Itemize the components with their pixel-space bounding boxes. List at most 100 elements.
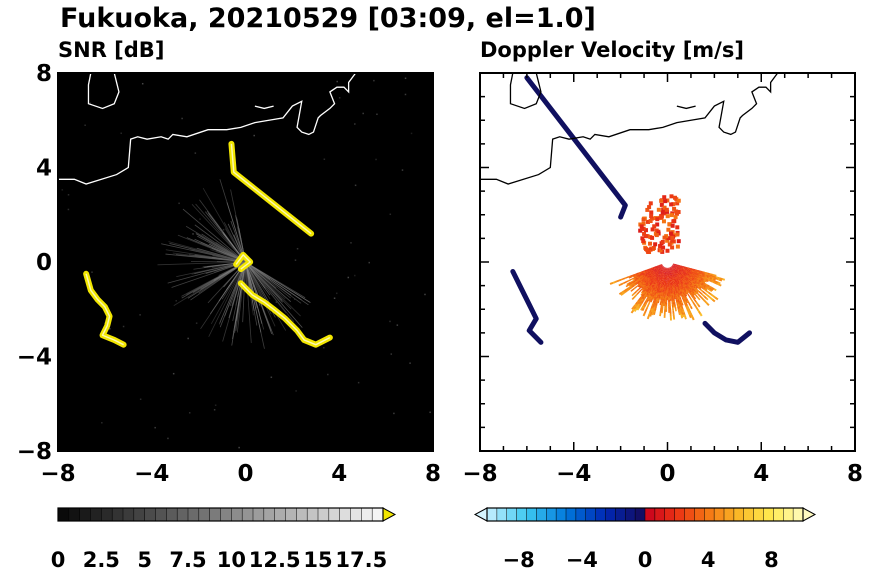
velocity-cell: [670, 238, 675, 243]
noise-speck: [84, 124, 86, 127]
noise-speck: [354, 184, 357, 187]
velocity-cell: [618, 291, 623, 295]
velocity-cell: [661, 310, 663, 314]
velocity-cell: [685, 300, 689, 304]
velocity-cell: [650, 227, 655, 232]
snr-panel: SNR [dB] −8 −4 0 4 8 −8 −4 0 4 8: [17, 38, 441, 487]
noise-speck: [67, 194, 70, 196]
clutter-ray: [230, 189, 246, 263]
doppler-colorbar: −8 −4 0 4 8: [473, 507, 817, 570]
colorbar-tick-label: 15: [303, 548, 332, 570]
velocity-cell: [681, 303, 684, 306]
radar-site: [662, 257, 673, 267]
noise-speck: [222, 228, 225, 231]
velocity-cell: [646, 316, 650, 320]
velocity-cell: [672, 206, 677, 211]
colorbar-cell: [122, 507, 135, 522]
velocity-cell: [649, 216, 654, 221]
colorbar-cell: [328, 507, 341, 522]
plot-area: [58, 73, 433, 451]
echo-band: [524, 75, 628, 220]
velocity-cell: [697, 304, 701, 308]
axis-ticks: [57, 72, 434, 452]
noise-speck: [181, 117, 183, 120]
velocity-cell: [650, 300, 653, 303]
velocity-cell: [620, 292, 624, 296]
colorbar-cell: [753, 507, 765, 522]
noise-speck: [376, 113, 378, 116]
clutter-ray: [231, 261, 246, 346]
noise-speck: [396, 324, 399, 326]
velocity-cell: [646, 249, 651, 254]
velocity-cell: [637, 285, 640, 288]
velocity-cell: [642, 231, 647, 236]
velocity-cell: [636, 307, 640, 311]
coastline: [676, 105, 696, 110]
colorbar-tick-label: −4: [566, 548, 598, 570]
velocity-cell: [643, 234, 648, 239]
noise-speck: [167, 437, 169, 440]
velocity-cell: [673, 316, 676, 320]
velocity-cell: [675, 201, 680, 206]
colorbar-cell: [155, 507, 167, 522]
noise-speck: [89, 102, 92, 104]
velocity-cell: [659, 313, 662, 317]
noise-speck: [429, 411, 431, 414]
noise-speck: [389, 320, 391, 323]
colorbar-cell: [350, 507, 362, 522]
velocity-cell: [665, 238, 670, 243]
echo-band-core: [85, 273, 124, 346]
velocity-cell: [710, 288, 714, 291]
colorbar-cell: [263, 507, 276, 522]
noise-speck: [410, 132, 413, 135]
velocity-cell: [673, 195, 678, 200]
velocity-cell: [648, 241, 653, 246]
noise-speck: [338, 97, 341, 99]
clutter-ray: [191, 204, 246, 263]
clutter-ray: [190, 261, 246, 301]
velocity-cell: [640, 293, 643, 296]
velocity-cell: [696, 290, 699, 293]
colorbar-frame: [57, 507, 384, 522]
colorbar-tick-label: 7.5: [169, 548, 206, 570]
noise-speck: [294, 259, 297, 261]
colorbar-cell: [79, 507, 92, 522]
coastline: [58, 73, 361, 185]
clutter-ray: [245, 261, 255, 311]
colorbar-cell: [133, 507, 146, 522]
velocity-cell: [658, 244, 663, 249]
echo-band: [702, 320, 753, 345]
velocity-cell: [688, 314, 692, 319]
velocity-cell: [670, 223, 675, 228]
velocity-cell: [652, 224, 657, 229]
noise-speck: [101, 421, 103, 424]
colorbar-cell: [694, 507, 705, 522]
noise-speck: [188, 412, 191, 414]
velocity-cell: [690, 306, 693, 310]
velocity-cell: [628, 276, 631, 279]
velocity-cell: [674, 211, 679, 216]
noise-speck: [141, 82, 144, 85]
colorbar-extend-high: [802, 507, 817, 522]
colorbar-cell: [674, 507, 686, 522]
colorbar-cell: [743, 507, 755, 522]
velocity-cell: [713, 274, 717, 277]
noise-speck: [354, 123, 356, 125]
velocity-cell: [628, 284, 632, 287]
colorbar-cell: [252, 507, 265, 522]
noise-speck: [172, 372, 175, 375]
colorbar-cell: [625, 507, 636, 522]
clutter-ray: [232, 261, 246, 322]
velocity-cell: [640, 226, 645, 231]
velocity-cell: [692, 293, 695, 296]
colorbar-cell: [209, 507, 222, 522]
clutter-ray: [245, 261, 295, 322]
velocity-cell: [665, 248, 670, 253]
velocity-cell: [651, 246, 656, 251]
noise-speck: [424, 293, 426, 296]
velocity-cell: [702, 280, 706, 284]
colorbar-tick-label: 12.5: [249, 548, 301, 570]
y-tick-label: 8: [36, 61, 52, 87]
x-tick-label: 0: [659, 461, 675, 487]
